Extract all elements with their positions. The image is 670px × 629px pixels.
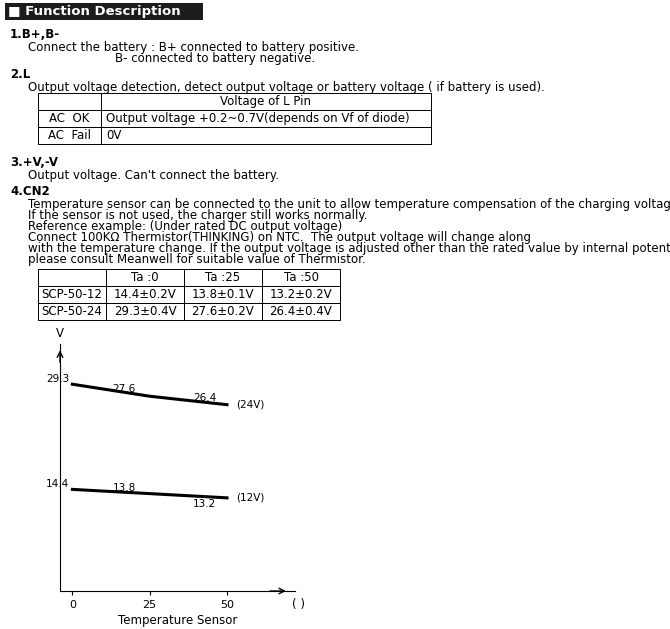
Text: Voltage of L Pin: Voltage of L Pin: [220, 95, 312, 108]
Bar: [38, 110, 101, 127]
Text: with the temperature change. If the output voltage is adjusted other than the ra: with the temperature change. If the outp…: [28, 242, 670, 255]
Text: AC  Fail: AC Fail: [48, 129, 91, 142]
Bar: [106, 303, 184, 320]
Text: 14.4: 14.4: [46, 479, 69, 489]
Bar: [184, 303, 262, 320]
Text: (24V): (24V): [237, 399, 265, 409]
Bar: [101, 127, 431, 144]
Text: 1.B+,B-: 1.B+,B-: [10, 28, 60, 41]
Bar: [106, 286, 184, 303]
Text: Output voltage. Can't connect the battery.: Output voltage. Can't connect the batter…: [28, 169, 279, 182]
Bar: [184, 286, 262, 303]
Text: Temperature sensor can be connected to the unit to allow temperature compensatio: Temperature sensor can be connected to t…: [28, 198, 670, 211]
Bar: [262, 269, 340, 286]
Text: V: V: [56, 328, 64, 340]
Bar: [262, 286, 340, 303]
Text: 4.CN2: 4.CN2: [10, 185, 50, 198]
Bar: [38, 286, 106, 303]
Text: 26.4: 26.4: [193, 392, 216, 403]
Text: Output voltage +0.2~0.7V(depends on Vf of diode): Output voltage +0.2~0.7V(depends on Vf o…: [106, 112, 409, 125]
Text: 29.3±0.4V: 29.3±0.4V: [114, 305, 176, 318]
Text: please consult Meanwell for suitable value of Thermistor.: please consult Meanwell for suitable val…: [28, 253, 366, 266]
Text: 29.3: 29.3: [46, 374, 69, 384]
Text: ■ Function Description: ■ Function Description: [8, 5, 181, 18]
Bar: [38, 93, 431, 110]
Text: Ta :25: Ta :25: [206, 271, 241, 284]
Text: Connect 100KΩ Thermistor(THINKING) on NTC.  The output voltage will change along: Connect 100KΩ Thermistor(THINKING) on NT…: [28, 231, 531, 244]
Text: 13.2: 13.2: [193, 499, 216, 509]
Text: 0V: 0V: [106, 129, 121, 142]
Text: 14.4±0.2V: 14.4±0.2V: [114, 288, 176, 301]
Text: SCP-50-24: SCP-50-24: [42, 305, 103, 318]
Bar: [262, 303, 340, 320]
Text: If the sensor is not used, the charger still works normally.: If the sensor is not used, the charger s…: [28, 209, 368, 222]
Text: B- connected to battery negative.: B- connected to battery negative.: [115, 52, 315, 65]
Text: 3.+V,-V: 3.+V,-V: [10, 156, 58, 169]
Text: 27.6±0.2V: 27.6±0.2V: [192, 305, 255, 318]
Bar: [38, 303, 106, 320]
Text: SCP-50-12: SCP-50-12: [42, 288, 103, 301]
Text: (12V): (12V): [237, 493, 265, 503]
Text: AC  OK: AC OK: [50, 112, 90, 125]
Text: 13.8: 13.8: [113, 482, 136, 493]
Text: Connect the battery : B+ connected to battery positive.: Connect the battery : B+ connected to ba…: [28, 41, 359, 54]
Text: 26.4±0.4V: 26.4±0.4V: [269, 305, 332, 318]
Bar: [106, 269, 184, 286]
X-axis label: Temperature Sensor: Temperature Sensor: [118, 614, 237, 627]
Text: 2.L: 2.L: [10, 68, 30, 81]
Bar: [184, 269, 262, 286]
Bar: [38, 127, 101, 144]
Text: Ta :0: Ta :0: [131, 271, 159, 284]
Text: Output voltage detection, detect output voltage or battery voltage ( if battery : Output voltage detection, detect output …: [28, 81, 545, 94]
Text: Ta :50: Ta :50: [283, 271, 318, 284]
Text: Reference example: (Under rated DC output voltage): Reference example: (Under rated DC outpu…: [28, 220, 342, 233]
Text: 13.8±0.1V: 13.8±0.1V: [192, 288, 254, 301]
Text: ( ): ( ): [292, 598, 305, 611]
Text: 13.2±0.2V: 13.2±0.2V: [270, 288, 332, 301]
Bar: [38, 269, 106, 286]
Bar: [5, 3, 203, 20]
Bar: [101, 110, 431, 127]
Text: 27.6: 27.6: [113, 384, 136, 394]
